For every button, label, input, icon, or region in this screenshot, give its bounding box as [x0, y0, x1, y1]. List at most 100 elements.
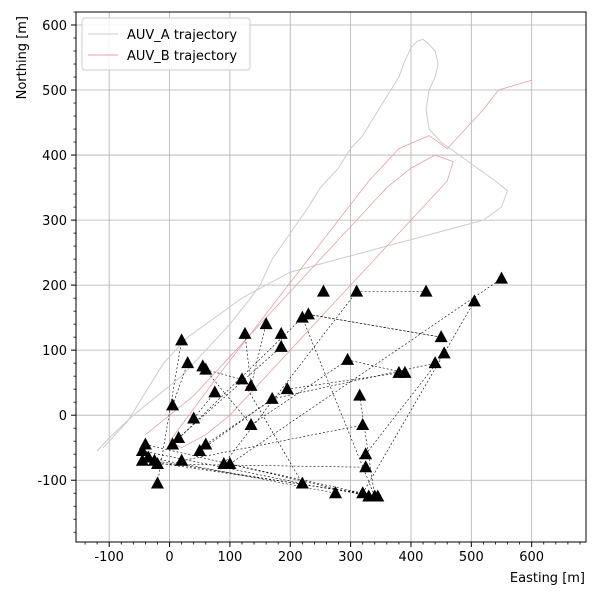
- marker-link: [250, 324, 267, 386]
- triangle-marker: [295, 476, 309, 489]
- legend-box: [81, 17, 251, 71]
- triangle-marker: [301, 307, 315, 320]
- triangle-marker: [359, 460, 373, 473]
- y-tick-label: 200: [42, 279, 67, 294]
- y-tick-label: 100: [42, 344, 67, 359]
- marker-link: [365, 353, 445, 455]
- marker-link: [172, 363, 188, 406]
- triangle-marker: [138, 437, 152, 450]
- y-axis-label: Northing [m]: [15, 16, 30, 99]
- auv-b-path: [145, 79, 532, 449]
- triangle-marker: [208, 385, 222, 398]
- x-tick-label: 600: [519, 550, 544, 565]
- triangle-marker: [238, 326, 252, 339]
- triangle-marker: [329, 486, 343, 499]
- marker-link: [362, 301, 475, 494]
- triangle-marker: [495, 271, 509, 284]
- auv-a-path: [96, 38, 509, 452]
- triangle-marker: [274, 326, 288, 339]
- x-tick-label: 0: [165, 550, 173, 565]
- plot-frame: [75, 11, 587, 543]
- legend-label-auv-a: AUV_A trajectory: [127, 28, 237, 43]
- triangle-marker: [437, 346, 451, 359]
- triangle-marker: [193, 443, 207, 456]
- axis-ticks: -100 0 100 200 300 400 500 600 -100 0 100 200 300 400…: [37, 11, 581, 565]
- marker-link: [223, 291, 357, 465]
- plot-area: [96, 38, 532, 502]
- triangle-marker: [166, 437, 180, 450]
- triangle-marker: [172, 430, 186, 443]
- marker-link: [193, 392, 216, 419]
- triangle-marker: [135, 443, 149, 456]
- y-tick-label: 0: [59, 409, 67, 424]
- marker-link: [347, 359, 406, 374]
- marker-link: [241, 379, 303, 484]
- x-tick-label: -100: [94, 550, 124, 565]
- triangle-marker: [341, 352, 355, 365]
- marker-link: [154, 460, 378, 497]
- triangle-marker: [274, 339, 288, 352]
- x-tick-label: 200: [278, 550, 303, 565]
- triangle-marker: [166, 398, 180, 411]
- triangle-marker: [356, 417, 370, 430]
- triangle-marker: [353, 388, 367, 401]
- y-tick-label: 500: [42, 84, 67, 99]
- triangle-marker: [259, 317, 273, 330]
- y-tick-label: 400: [42, 149, 67, 164]
- marker-link: [229, 278, 502, 465]
- triangle-marker: [181, 356, 195, 369]
- triangle-marker: [419, 284, 433, 297]
- triangle-marker: [350, 284, 364, 297]
- marker-link: [142, 460, 363, 494]
- triangle-marker: [359, 447, 373, 460]
- triangle-marker: [199, 362, 213, 375]
- marker-link: [199, 398, 273, 452]
- triangle-marker: [187, 411, 201, 424]
- triangle-marker: [265, 391, 279, 404]
- marker-link: [202, 366, 252, 426]
- y-tick-label: -100: [37, 474, 67, 489]
- marker-link: [308, 314, 442, 338]
- triangle-marker: [150, 456, 164, 469]
- marker-link: [157, 340, 182, 484]
- marker-link: [157, 463, 366, 468]
- x-axis-label: Easting [m]: [510, 571, 585, 586]
- auv-b-trajectory: [145, 79, 532, 449]
- triangle-marker: [199, 437, 213, 450]
- triangle-marker: [428, 356, 442, 369]
- marker-link: [359, 395, 376, 497]
- triangle-marker: [467, 294, 481, 307]
- x-tick-label: 100: [217, 550, 242, 565]
- legend: AUV_A trajectory AUV_B trajectory: [81, 17, 251, 71]
- marker-link: [308, 314, 442, 338]
- marker-links: [142, 278, 502, 497]
- auv-a-trajectory: [96, 38, 509, 452]
- triangle-marker: [371, 489, 385, 502]
- y-tick-label: 300: [42, 214, 67, 229]
- x-tick-label: 400: [399, 550, 424, 565]
- grid: [76, 12, 586, 542]
- triangle-marker: [244, 378, 258, 391]
- x-tick-label: 300: [338, 550, 363, 565]
- x-tick-label: 500: [459, 550, 484, 565]
- marker-link: [229, 463, 378, 497]
- triangle-marker: [244, 417, 258, 430]
- marker-link: [244, 333, 252, 386]
- marker-link: [205, 388, 288, 445]
- legend-label-auv-b: AUV_B trajectory: [127, 49, 237, 64]
- triangle-marker: [150, 476, 164, 489]
- triangle-marker: [135, 453, 149, 466]
- triangle-marker: [398, 365, 412, 378]
- triangle-marker: [434, 330, 448, 343]
- triangle-marker: [235, 372, 249, 385]
- triangle-markers: [135, 271, 509, 502]
- marker-link: [250, 359, 348, 426]
- marker-link: [178, 346, 282, 439]
- marker-link: [287, 372, 399, 390]
- marker-link: [181, 424, 363, 462]
- y-tick-label: 600: [42, 19, 67, 34]
- triangle-marker: [280, 382, 294, 395]
- triangle-marker: [295, 310, 309, 323]
